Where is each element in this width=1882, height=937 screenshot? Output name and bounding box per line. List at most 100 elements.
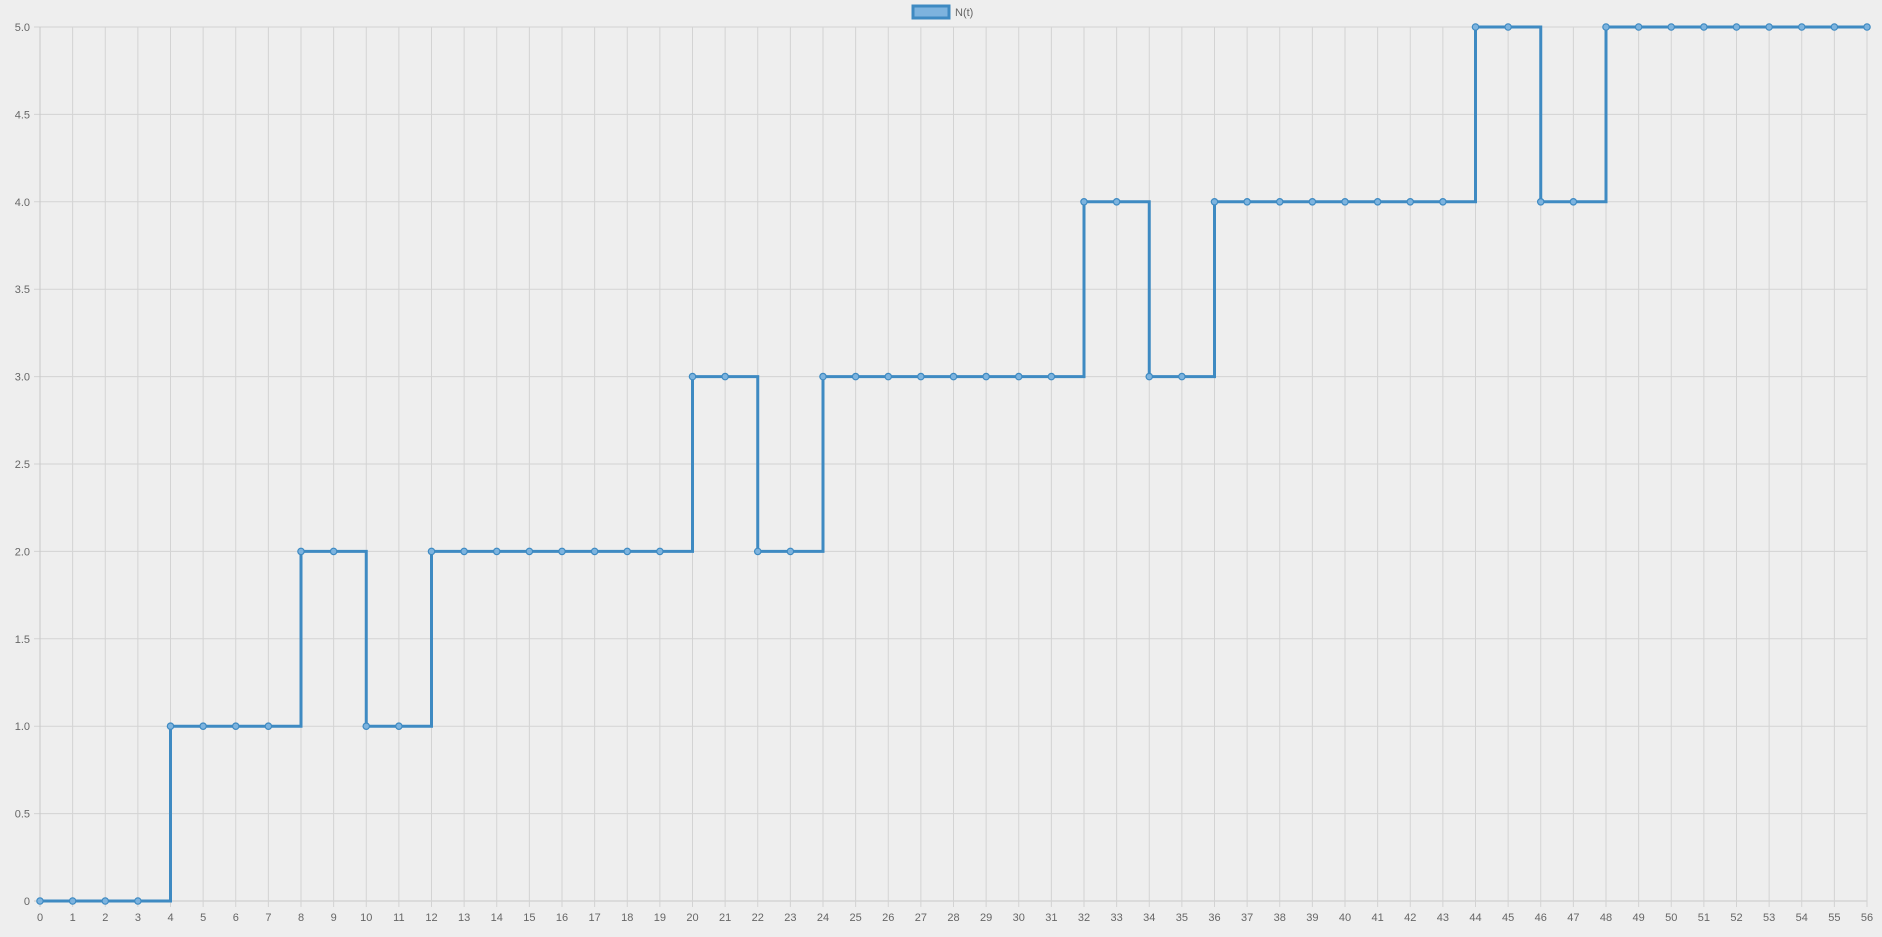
data-point[interactable]: [395, 722, 403, 731]
data-point[interactable]: [1863, 23, 1871, 31]
data-point[interactable]: [1536, 198, 1545, 206]
data-point[interactable]: [1602, 23, 1610, 31]
x-tick-label: 0: [37, 912, 43, 924]
x-tick-label: 19: [654, 912, 666, 924]
x-tick-label: 16: [556, 912, 568, 924]
data-point[interactable]: [982, 372, 990, 381]
x-tick-label: 20: [686, 912, 698, 924]
legend-swatch[interactable]: [911, 4, 951, 20]
series-line: [40, 25, 1867, 903]
data-point[interactable]: [68, 897, 77, 905]
data-point[interactable]: [1634, 23, 1643, 31]
data-point[interactable]: [623, 547, 632, 556]
x-tick-label: 29: [980, 912, 992, 924]
x-tick-label: 2: [102, 912, 108, 924]
data-point[interactable]: [1145, 372, 1154, 381]
data-point[interactable]: [264, 722, 273, 731]
data-point[interactable]: [786, 547, 795, 556]
grid: [34, 26, 1868, 907]
legend[interactable]: N(t): [911, 4, 973, 20]
data-point[interactable]: [917, 372, 925, 381]
data-point[interactable]: [1765, 23, 1773, 31]
x-tick-label: 36: [1208, 912, 1220, 924]
data-point[interactable]: [1830, 23, 1839, 31]
data-point[interactable]: [1569, 198, 1578, 206]
data-point[interactable]: [492, 547, 501, 556]
series-layer: [36, 23, 1871, 905]
x-tick-label: 52: [1730, 912, 1742, 924]
data-point[interactable]: [753, 547, 762, 556]
data-point[interactable]: [1014, 372, 1023, 381]
data-point[interactable]: [688, 372, 697, 381]
x-tick-label: 9: [331, 912, 337, 924]
data-point[interactable]: [1373, 198, 1382, 206]
data-point[interactable]: [1047, 372, 1056, 381]
x-tick-label: 30: [1013, 912, 1025, 924]
data-point[interactable]: [1732, 23, 1741, 31]
data-point[interactable]: [231, 722, 240, 731]
y-tick-label: 0: [24, 896, 30, 908]
x-tick-label: 38: [1274, 912, 1286, 924]
x-tick-label: 7: [265, 912, 271, 924]
x-tick-label: 40: [1339, 912, 1351, 924]
data-point[interactable]: [819, 372, 827, 381]
x-tick-label: 46: [1535, 912, 1547, 924]
data-point[interactable]: [1797, 23, 1806, 31]
y-tick-label: 3.0: [15, 372, 30, 384]
data-point[interactable]: [1439, 198, 1447, 206]
x-tick-label: 32: [1078, 912, 1090, 924]
x-tick-label: 27: [915, 912, 927, 924]
data-point[interactable]: [1471, 23, 1480, 31]
data-point[interactable]: [1667, 23, 1676, 31]
data-point[interactable]: [1700, 23, 1708, 31]
x-tick-label: 26: [882, 912, 894, 924]
data-point[interactable]: [721, 372, 729, 381]
data-point[interactable]: [558, 547, 566, 556]
legend-label[interactable]: N(t): [955, 7, 973, 19]
x-tick-label: 44: [1469, 912, 1481, 924]
data-point[interactable]: [166, 722, 175, 731]
x-tick-label: 35: [1176, 912, 1188, 924]
data-point[interactable]: [949, 372, 958, 381]
data-point[interactable]: [525, 547, 534, 556]
data-point[interactable]: [1112, 198, 1121, 206]
y-tick-label: 3.5: [15, 284, 30, 296]
x-tick-label: 14: [491, 912, 503, 924]
y-tick-label: 2.5: [15, 459, 30, 471]
x-tick-label: 50: [1665, 912, 1677, 924]
data-point[interactable]: [1210, 198, 1219, 206]
x-tick-label: 31: [1045, 912, 1057, 924]
data-point[interactable]: [884, 372, 893, 381]
data-point[interactable]: [362, 722, 371, 731]
data-point[interactable]: [1308, 198, 1317, 206]
x-tick-label: 24: [817, 912, 829, 924]
data-point[interactable]: [1243, 198, 1251, 206]
data-point[interactable]: [851, 372, 860, 381]
x-tick-label: 49: [1633, 912, 1645, 924]
data-point[interactable]: [1080, 198, 1088, 206]
data-point[interactable]: [329, 547, 338, 556]
data-point[interactable]: [297, 547, 305, 556]
data-point[interactable]: [1406, 198, 1415, 206]
data-point[interactable]: [590, 547, 599, 556]
x-tick-label: 18: [621, 912, 633, 924]
data-point[interactable]: [36, 897, 44, 905]
data-point[interactable]: [1504, 23, 1512, 31]
x-tick-label: 37: [1241, 912, 1253, 924]
y-tick-label: 2.0: [15, 546, 30, 558]
data-point[interactable]: [427, 547, 436, 556]
data-point[interactable]: [199, 722, 207, 731]
data-point[interactable]: [460, 547, 468, 556]
x-tick-label: 33: [1111, 912, 1123, 924]
data-point[interactable]: [656, 547, 664, 556]
data-point[interactable]: [1275, 198, 1284, 206]
x-tick-label: 47: [1567, 912, 1579, 924]
data-point[interactable]: [1341, 198, 1349, 206]
x-tick-label: 10: [360, 912, 372, 924]
x-tick-label: 42: [1404, 912, 1416, 924]
data-point[interactable]: [134, 897, 142, 905]
data-point[interactable]: [101, 897, 110, 905]
x-tick-label: 48: [1600, 912, 1612, 924]
data-point[interactable]: [1178, 372, 1186, 381]
